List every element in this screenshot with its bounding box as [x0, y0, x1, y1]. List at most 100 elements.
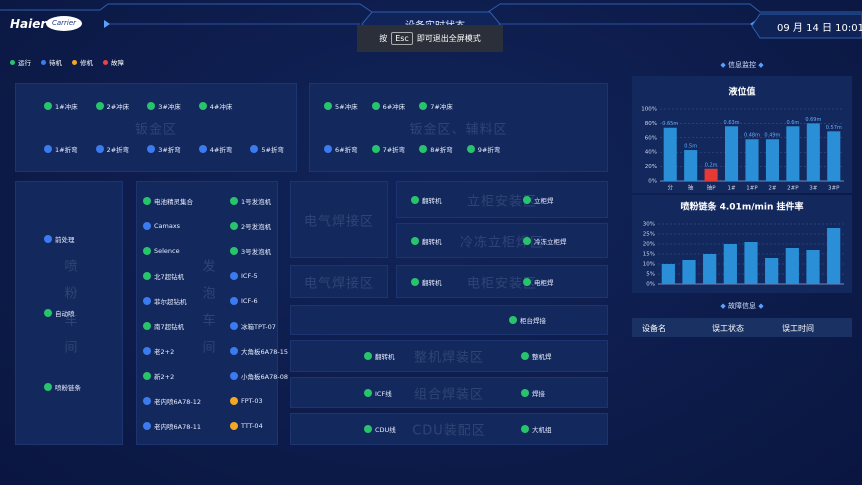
zone-label: 钣金区: [134, 122, 177, 137]
notice-key: Esc: [391, 32, 413, 45]
zone: 电气焊接区: [290, 265, 388, 298]
notice-text: 按: [379, 34, 388, 43]
status-icon: [521, 425, 529, 433]
status-icon: [371, 145, 380, 154]
device-name: 1号发泡机: [241, 197, 272, 206]
legend-swatch: [10, 59, 15, 65]
device: 老内喷6A78-11: [143, 421, 218, 431]
y-tick-label: 100%: [641, 107, 657, 113]
status-icon: [324, 101, 332, 110]
device-name: 2#冲床: [106, 102, 130, 111]
device: 3#折弯: [147, 144, 181, 154]
device: 9#折弯: [466, 144, 500, 154]
device: 翻转机: [411, 195, 511, 205]
status-icon: [95, 101, 104, 110]
device: 大角板6A78-15: [230, 346, 288, 356]
bar: [661, 264, 675, 284]
device-name: 柜台焊接: [520, 317, 546, 325]
device: 8#折弯: [419, 144, 453, 154]
status-icon: [143, 346, 151, 355]
zone: 发泡车间 电池精灵集合 1号发泡机 Camaxs 2号发泡机 Selence 3号发泡机 北7…: [136, 181, 288, 445]
bar: [663, 127, 677, 181]
bar: [806, 123, 820, 181]
notice-text: 即可退出全屏模式: [416, 34, 481, 43]
device: 电池精灵集合: [143, 196, 218, 206]
section-title-text: 故障信息: [728, 302, 756, 310]
bar: [723, 244, 737, 284]
device-name: 大角板6A78-15: [241, 347, 288, 356]
device-name: 电池精灵集合: [154, 197, 193, 206]
device-row: 翻转机 立柜焊: [411, 195, 607, 205]
status-icon: [95, 145, 104, 154]
device: 2号发泡机: [230, 221, 277, 231]
legend-label: 故障: [111, 59, 124, 67]
device: 6#折弯: [324, 144, 358, 154]
status-icon: [230, 221, 238, 230]
device: 7#冲床: [419, 101, 453, 111]
bar-label: 0.65m: [662, 121, 678, 127]
device: 冰箱TPT-07: [230, 321, 277, 331]
column-header: 误工状态: [712, 324, 744, 333]
zone-label: 电气焊接区: [303, 214, 374, 229]
bar-label: 0.6m: [786, 120, 799, 126]
section-title: ◆ 信息监控 ◆: [720, 61, 764, 69]
status-icon: [230, 196, 238, 205]
device-row: 自动喷: [44, 308, 122, 318]
device-name: 7#折弯: [382, 146, 406, 155]
device-name: 1#折弯: [55, 146, 78, 155]
device: 前处理: [44, 234, 75, 244]
zone-label: 立柜安装区: [466, 194, 537, 209]
bar: [704, 168, 718, 181]
device-name: 北7超钻机: [154, 272, 185, 281]
device-name: 翻转机: [375, 353, 395, 361]
device: 冷冻立柜焊: [523, 236, 607, 246]
device-name: 6#冲床: [382, 102, 406, 111]
zone: 组合焊装区 ICF线 焊接: [290, 377, 608, 408]
status-icon: [371, 101, 380, 110]
device-list: CDU线 大机组: [291, 414, 607, 444]
device-name: 3号发泡机: [241, 247, 272, 256]
bar: [725, 126, 739, 181]
bar: [785, 248, 799, 284]
bar: [806, 250, 820, 284]
status-icon: [419, 101, 428, 110]
status-icon: [44, 145, 52, 154]
device-name: 老2+2: [154, 347, 175, 356]
device: ICF线: [364, 388, 509, 398]
device: 2#折弯: [95, 144, 129, 154]
zone-label: 喷粉车间: [61, 259, 77, 367]
zone: 柜台焊接: [290, 305, 608, 335]
device: 菲尔超钻机: [143, 296, 218, 306]
status-icon: [230, 371, 238, 380]
device-name: ICF-6: [241, 296, 258, 305]
status-icon: [147, 101, 156, 110]
status-icon: [230, 246, 238, 255]
device: 立柜焊: [523, 195, 607, 205]
device-row: ICF线 焊接: [364, 388, 607, 398]
zone: 整机焊装区 翻转机 整机焊: [290, 340, 608, 372]
status-icon: [250, 145, 259, 154]
device: 5#折弯: [250, 144, 284, 154]
device: ICF-5: [230, 271, 277, 280]
device: 喷粉链条: [44, 382, 81, 392]
device: 老2+2: [143, 346, 218, 356]
status-icon: [466, 145, 475, 154]
device: 老内喷6A78-12: [143, 396, 218, 406]
status-icon: [143, 221, 151, 230]
device-row: 老内喷6A78-12 FPT-03: [143, 396, 277, 406]
zone: 钣金区 1#冲床 2#冲床 3#冲床 4#冲床 1#折弯 2#折弯 3#折弯 4#折弯 5#折弯: [15, 83, 297, 172]
column-header: 设备名: [642, 324, 666, 333]
legend-swatch: [41, 59, 46, 65]
device-name: 5#折弯: [261, 146, 284, 155]
bar: [682, 260, 696, 284]
level-chart: 液位值 0% 20% 40% 60% 80% 100% 0.65m 分 0.5m 抽 0.2m 抽P 0.…: [641, 86, 844, 192]
y-tick-label: 20%: [645, 164, 657, 170]
x-tick-label: 分: [667, 184, 673, 192]
device-name: 南7超钻机: [154, 322, 185, 331]
zone-label: 组合焊装区: [413, 387, 484, 402]
status-icon: [509, 316, 517, 324]
device: FPT-03: [230, 396, 277, 405]
status-icon: [230, 346, 238, 355]
zone: 立柜安装区 翻转机 立柜焊: [396, 181, 608, 218]
